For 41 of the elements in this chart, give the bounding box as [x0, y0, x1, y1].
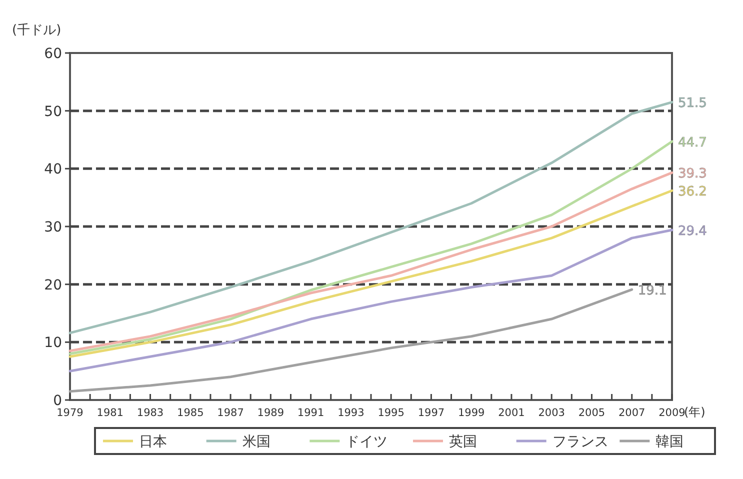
x-tick-label: 1991 — [297, 407, 324, 419]
data-label: 51.5 — [678, 96, 707, 112]
x-tick-label: 2005 — [578, 407, 606, 419]
data-label: 19.1 — [638, 284, 667, 299]
x-tick-label: 1999 — [458, 407, 485, 419]
line-series — [68, 228, 674, 372]
data-label: 44.7 — [678, 135, 707, 150]
line-series — [68, 140, 674, 355]
y-axis-title: (千ドル) — [12, 23, 62, 38]
legend-label: 日本 — [139, 434, 167, 450]
legend-label: ドイツ — [346, 434, 388, 450]
y-tick-label: 0 — [53, 393, 62, 409]
x-tick-label: 1995 — [378, 407, 404, 419]
y-tick-label: 10 — [44, 335, 62, 352]
y-tick-label: 60 — [44, 46, 62, 62]
y-tick-label: 30 — [44, 220, 62, 236]
line-series — [68, 288, 634, 393]
y-tick-label: 50 — [44, 104, 62, 120]
data-label: 29.4 — [678, 224, 707, 239]
x-axis-title: (年) — [684, 405, 706, 419]
x-tick-label: 2003 — [538, 407, 565, 419]
x-tick-label: 1989 — [257, 407, 284, 419]
x-tick-label: 1987 — [217, 407, 244, 419]
legend-label: 韓国 — [656, 434, 684, 450]
x-tick-label: 2001 — [498, 407, 525, 419]
x-tick-label: 1993 — [338, 407, 364, 419]
x-tick-label: 1983 — [136, 407, 164, 419]
line-series — [68, 100, 674, 334]
legend-label: 英国 — [449, 434, 477, 450]
x-tick-label: 1985 — [177, 407, 204, 419]
y-tick-label: 20 — [44, 277, 62, 294]
x-tick-label: 1979 — [56, 407, 84, 419]
legend-label: フランス — [552, 434, 608, 450]
x-tick-label: 2007 — [618, 407, 646, 419]
y-tick-label: 40 — [44, 162, 62, 178]
x-tick-label: 1981 — [96, 407, 124, 419]
x-tick-label: 2009 — [658, 407, 686, 419]
x-tick-label: 1997 — [418, 407, 445, 419]
data-label: 36.2 — [678, 184, 707, 200]
data-label: 39.3 — [678, 166, 707, 182]
legend-label: 米国 — [242, 434, 270, 450]
